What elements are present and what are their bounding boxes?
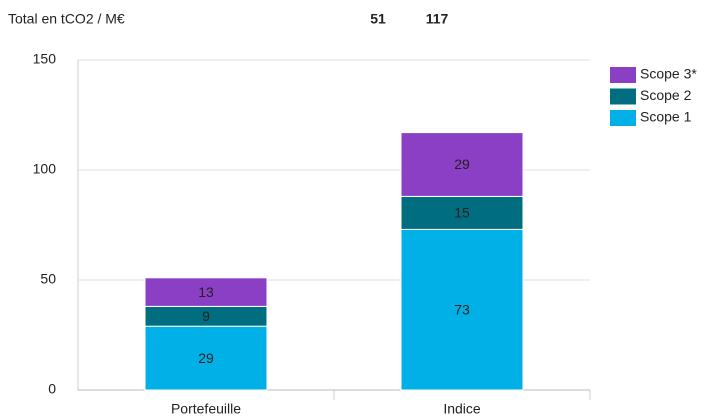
data-label: 29	[198, 350, 214, 366]
data-label: 73	[454, 301, 470, 317]
bar-segment	[144, 325, 268, 391]
bar-segment	[144, 277, 268, 307]
legend-label: Scope 1	[640, 109, 692, 125]
data-label: 15	[454, 205, 470, 221]
legend-swatch	[610, 88, 636, 105]
bar-segment	[400, 228, 524, 391]
data-label: 9	[202, 308, 210, 324]
y-tick-label: 150	[33, 51, 57, 67]
total-label: 117	[426, 11, 449, 27]
bar-segment	[400, 132, 524, 197]
legend-label: Scope 3*	[640, 66, 697, 82]
y-tick-label: 50	[40, 271, 56, 287]
x-tick-label: Indice	[443, 401, 481, 416]
bar-segment	[400, 195, 524, 230]
x-tick-label: Portefeuille	[171, 401, 241, 416]
data-label: 13	[198, 284, 214, 300]
legend-label: Scope 2	[640, 87, 692, 103]
total-label: 51	[370, 11, 386, 27]
y-axis-label: Total en tCO2 / M€	[8, 11, 125, 27]
y-tick-label: 100	[33, 161, 57, 177]
y-tick-label: 0	[48, 381, 56, 397]
legend-swatch	[610, 110, 636, 126]
data-label: 29	[454, 156, 470, 172]
legend-swatch	[610, 67, 636, 83]
